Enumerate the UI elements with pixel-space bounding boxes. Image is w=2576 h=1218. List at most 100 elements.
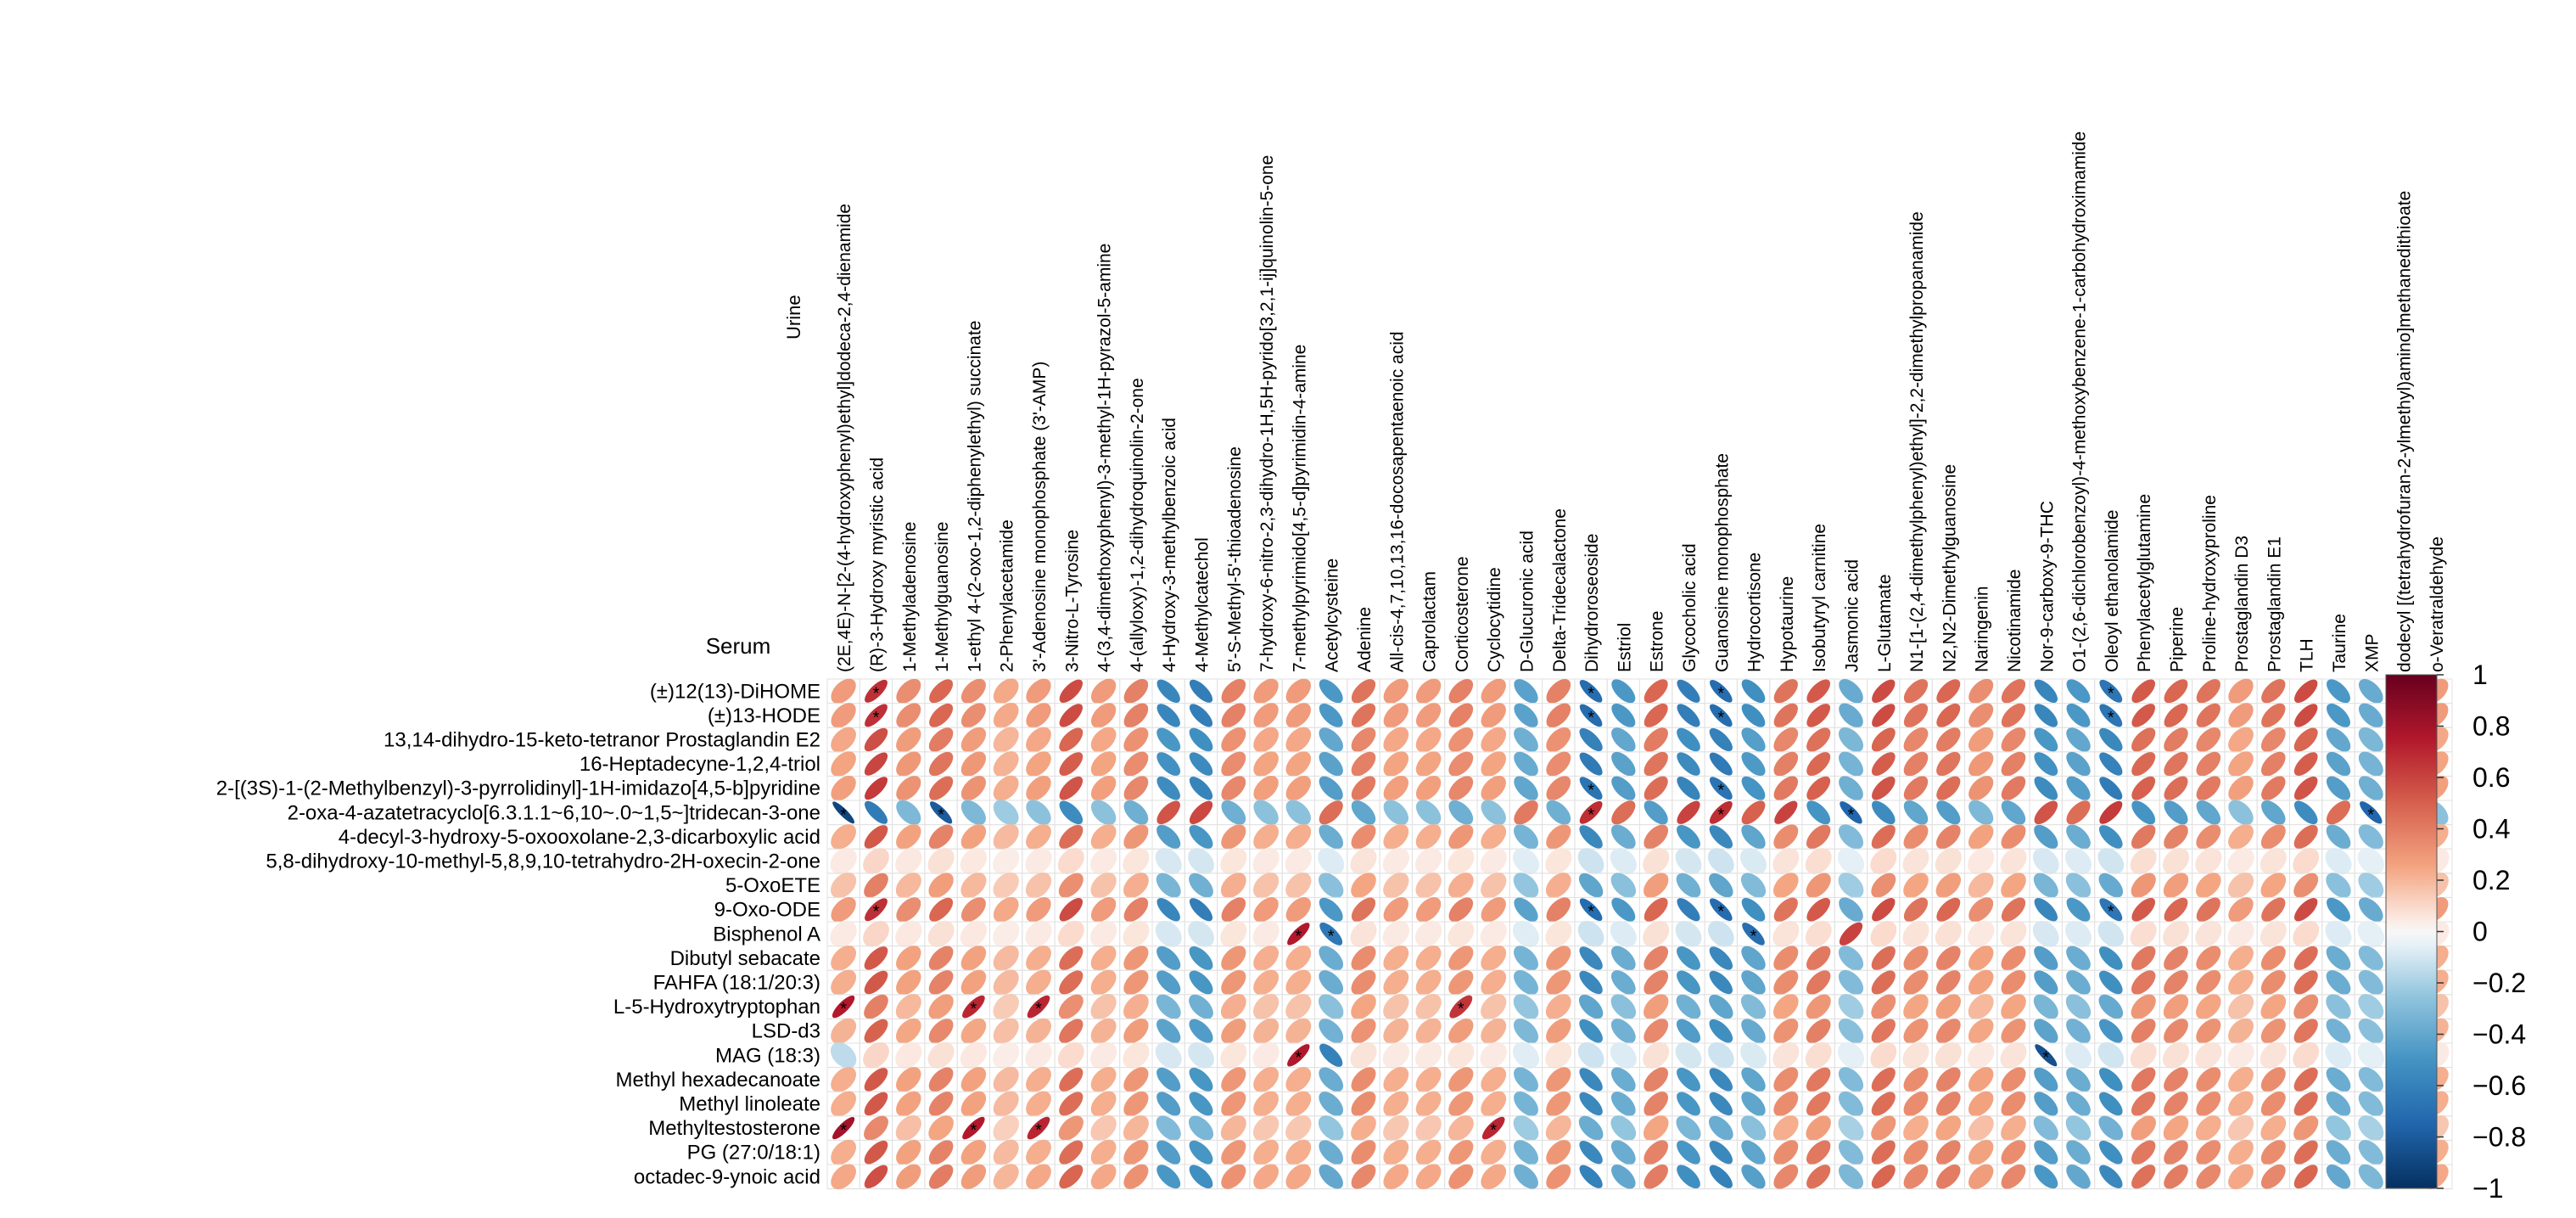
correlation-ellipse <box>2066 1092 2091 1116</box>
correlation-ellipse <box>2163 873 2189 898</box>
correlation-ellipse <box>1708 1115 1733 1141</box>
correlation-ellipse <box>2034 970 2058 995</box>
correlation-ellipse <box>2131 752 2156 777</box>
correlation-ellipse <box>1773 1067 1799 1092</box>
correlation-ellipse <box>1220 994 1246 1020</box>
correlation-ellipse <box>2326 1140 2351 1165</box>
correlation-ellipse <box>1090 727 1117 753</box>
correlation-ellipse <box>1643 1115 1669 1141</box>
correlation-ellipse <box>1383 727 1409 753</box>
correlation-ellipse <box>1871 1067 1896 1092</box>
correlation-ellipse <box>1189 873 1213 898</box>
correlation-ellipse <box>2228 800 2254 825</box>
correlation-ellipse <box>1059 1067 1084 1092</box>
correlation-ellipse <box>2326 994 2351 1019</box>
correlation-ellipse <box>2001 1140 2026 1165</box>
correlation-ellipse <box>1773 776 1799 800</box>
correlation-ellipse <box>865 704 888 727</box>
correlation-ellipse <box>2228 727 2254 753</box>
correlation-ellipse <box>1968 920 1995 947</box>
significance-marker: * <box>2108 903 2114 922</box>
correlation-ellipse <box>1415 872 1442 899</box>
correlation-ellipse <box>2358 751 2383 777</box>
correlation-ellipse <box>831 751 856 777</box>
row-label: MAG (18:3) <box>715 1044 820 1067</box>
correlation-ellipse <box>1448 824 1474 850</box>
correlation-ellipse <box>864 825 888 849</box>
correlation-ellipse <box>1611 1165 1636 1189</box>
correlation-ellipse <box>1253 727 1279 753</box>
correlation-ellipse <box>2358 1067 2383 1092</box>
correlation-ellipse <box>2326 970 2351 995</box>
correlation-ellipse <box>1741 1140 1766 1165</box>
correlation-ellipse <box>1935 946 1961 971</box>
row-label: PG (27:0/18:1) <box>687 1142 820 1165</box>
correlation-ellipse <box>2098 1140 2123 1165</box>
correlation-ellipse <box>2164 1092 2188 1116</box>
correlation-ellipse <box>1709 679 1733 703</box>
column-label: Cyclocytidine <box>1485 567 1504 672</box>
correlation-ellipse <box>993 1066 1019 1092</box>
correlation-ellipse <box>1936 751 1961 777</box>
correlation-ellipse <box>1351 1115 1376 1141</box>
correlation-ellipse <box>2001 873 2026 898</box>
correlation-ellipse <box>1123 1067 1149 1092</box>
correlation-ellipse <box>1677 946 1700 970</box>
correlation-ellipse <box>2066 751 2091 777</box>
correlation-ellipse <box>1773 824 1799 850</box>
correlation-ellipse <box>1709 825 1733 849</box>
correlation-ellipse <box>1414 920 1442 947</box>
column-label: Hydrocortisone <box>1745 553 1765 672</box>
correlation-ellipse <box>1189 777 1213 800</box>
correlation-ellipse <box>1287 1044 1310 1067</box>
correlation-ellipse <box>1350 920 1377 947</box>
correlation-ellipse <box>1871 1165 1896 1189</box>
row-label: Dibutyl sebacate <box>670 947 820 970</box>
correlation-ellipse <box>1383 751 1409 777</box>
correlation-ellipse <box>1448 1019 1474 1044</box>
correlation-ellipse <box>1285 1018 1312 1044</box>
correlation-ellipse <box>1709 946 1733 970</box>
correlation-ellipse <box>1253 897 1279 923</box>
significance-marker: * <box>971 1000 977 1019</box>
correlation-ellipse <box>1156 824 1181 849</box>
correlation-ellipse <box>1676 994 1701 1019</box>
correlation-ellipse <box>896 727 921 753</box>
row-label: 2-oxa-4-azatetracyclo[6.3.1.1~6,10~.0~1,… <box>288 801 820 824</box>
correlation-ellipse <box>993 1164 1019 1190</box>
correlation-ellipse <box>2358 1140 2383 1165</box>
correlation-ellipse <box>1285 897 1311 923</box>
correlation-ellipse <box>831 703 856 728</box>
correlation-ellipse <box>2228 946 2254 971</box>
correlation-ellipse <box>1838 994 1864 1020</box>
correlation-ellipse <box>993 800 1019 826</box>
correlation-ellipse <box>2260 751 2286 777</box>
correlation-ellipse <box>1546 1091 1571 1117</box>
column-label: Acetylcysteine <box>1323 558 1342 672</box>
column-label: (2E,4E)-N-[2-(4-hydroxyphenyl)ethyl]dode… <box>835 204 854 672</box>
correlation-ellipse <box>1415 703 1442 728</box>
correlation-ellipse <box>1579 704 1603 727</box>
correlation-ellipse <box>2293 946 2318 970</box>
correlation-ellipse <box>1415 969 1442 996</box>
correlation-ellipse <box>2227 920 2254 947</box>
correlation-ellipse <box>1872 800 1896 825</box>
correlation-ellipse <box>1512 1041 1540 1069</box>
correlation-ellipse <box>1968 946 1994 971</box>
correlation-ellipse <box>895 1115 921 1142</box>
significance-marker: * <box>840 1121 847 1140</box>
correlation-ellipse <box>1448 751 1474 777</box>
correlation-ellipse <box>1742 922 1765 946</box>
correlation-ellipse <box>1319 994 1344 1019</box>
correlation-ellipse <box>2195 994 2221 1019</box>
correlation-ellipse <box>1285 1139 1312 1165</box>
correlation-ellipse <box>1285 776 1311 801</box>
correlation-ellipse <box>1448 1067 1474 1092</box>
correlation-ellipse <box>1514 703 1538 728</box>
correlation-ellipse <box>1414 1041 1442 1069</box>
column-label: 4-Hydroxy-3-methylbenzoic acid <box>1160 418 1179 672</box>
correlation-ellipse <box>1448 920 1475 947</box>
correlation-ellipse <box>1189 898 1213 922</box>
correlation-ellipse <box>1285 872 1312 899</box>
correlation-ellipse <box>2326 1019 2351 1044</box>
